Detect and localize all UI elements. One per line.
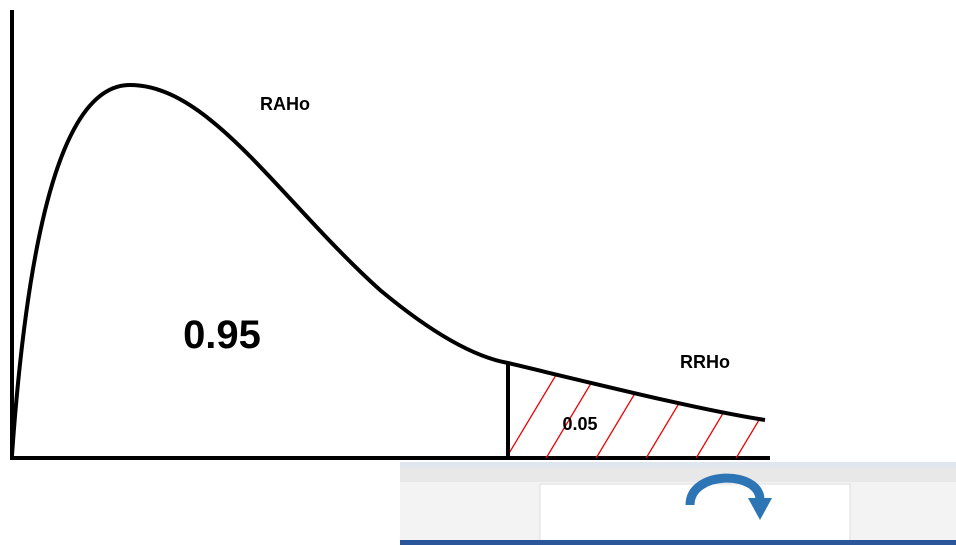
rejection-region-label: RRHo: [680, 352, 730, 372]
rejection-area-label: 0.05: [562, 414, 597, 434]
rejection-hatch: [508, 363, 765, 458]
distribution-curve: [10, 82, 766, 456]
thumbnail: [400, 462, 956, 545]
acceptance-area-label: 0.95: [183, 313, 261, 357]
acceptance-region-label: RAHo: [260, 94, 310, 114]
